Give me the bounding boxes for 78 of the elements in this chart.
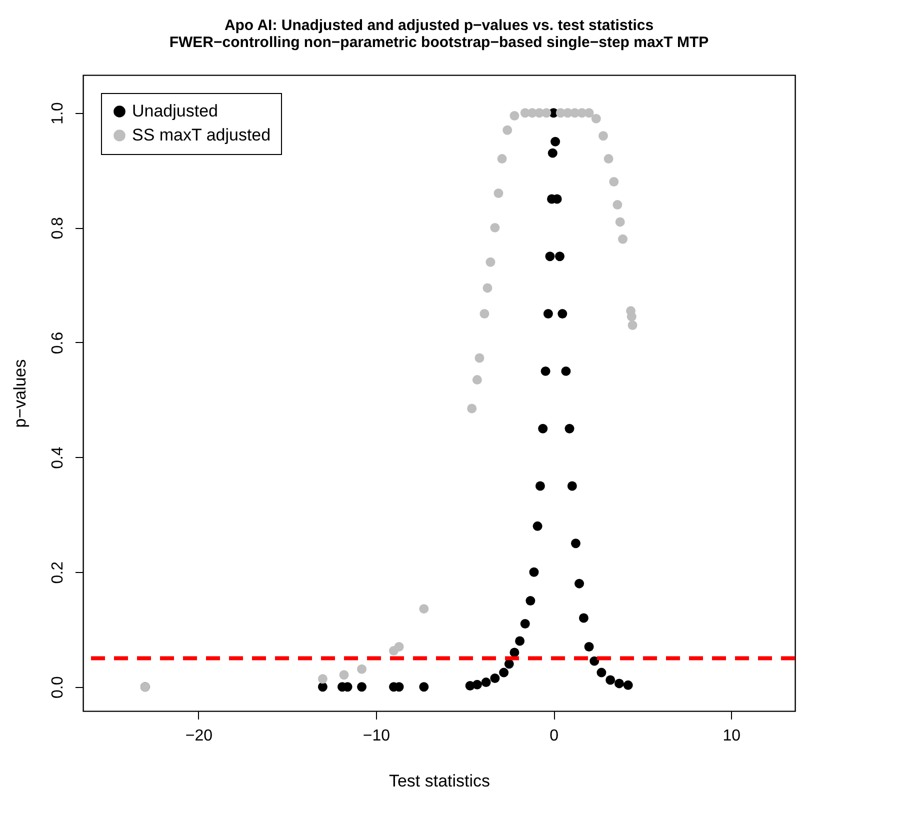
- point: [535, 481, 545, 491]
- y-tick-label: 0.2: [50, 561, 66, 584]
- point: [561, 366, 571, 376]
- point: [615, 217, 625, 227]
- point: [318, 682, 328, 692]
- point: [339, 670, 349, 680]
- point: [490, 222, 500, 232]
- y-tick-label: 0.6: [50, 332, 66, 354]
- point: [609, 177, 619, 186]
- point: [480, 309, 490, 319]
- point: [419, 604, 429, 614]
- point: [584, 642, 594, 652]
- point: [481, 678, 491, 688]
- point: [590, 656, 600, 666]
- point: [584, 108, 594, 118]
- point: [540, 366, 550, 376]
- point: [623, 680, 633, 690]
- point: [578, 613, 588, 623]
- point: [538, 424, 548, 434]
- legend-label: Unadjusted: [132, 102, 218, 120]
- point: [606, 675, 616, 685]
- point: [554, 252, 564, 262]
- point: [357, 664, 367, 674]
- point: [543, 309, 553, 319]
- x-tick-label: −20: [185, 728, 213, 744]
- point: [550, 136, 560, 146]
- point: [628, 320, 638, 330]
- chart-title: Apo AI: Unadjusted and adjusted p−values vs. test statistics: [224, 17, 654, 34]
- point: [570, 538, 580, 548]
- legend-label: SS maxT adjusted: [132, 126, 271, 144]
- x-tick-label: 10: [722, 728, 741, 744]
- point: [529, 567, 539, 577]
- point: [419, 682, 429, 692]
- y-tick-label: 0.0: [50, 676, 66, 699]
- chart-subtitle: FWER−controlling non−parametric bootstrap−based single−step maxT MTP: [169, 34, 709, 51]
- point: [558, 309, 568, 319]
- point: [567, 481, 577, 491]
- point: [490, 674, 500, 684]
- point: [472, 375, 482, 385]
- point: [542, 108, 552, 118]
- point: [318, 674, 328, 684]
- point: [574, 578, 584, 588]
- x-tick-label: 0: [550, 728, 559, 744]
- point: [612, 200, 622, 210]
- point: [482, 283, 492, 293]
- point: [394, 642, 404, 652]
- point: [504, 659, 514, 669]
- x-axis-title: Test statistics: [388, 772, 490, 790]
- point: [614, 678, 624, 688]
- y-axis-title: p−values: [10, 359, 30, 428]
- point: [474, 353, 484, 363]
- point: [591, 114, 601, 124]
- x-tick-label: −10: [362, 728, 390, 744]
- point: [626, 312, 636, 322]
- point: [497, 154, 507, 164]
- point: [545, 252, 555, 262]
- y-tick-label: 1.0: [50, 102, 66, 125]
- point: [494, 188, 504, 198]
- point: [357, 682, 367, 692]
- point: [564, 424, 574, 434]
- point: [499, 668, 509, 678]
- point: [486, 257, 496, 267]
- point: [520, 619, 530, 628]
- point: [467, 404, 477, 414]
- point: [515, 636, 525, 646]
- point: [618, 234, 628, 244]
- point: [472, 680, 482, 690]
- point: [526, 596, 536, 606]
- point: [532, 521, 542, 531]
- point: [596, 668, 606, 678]
- point: [598, 131, 608, 141]
- point: [604, 154, 614, 164]
- point: [502, 125, 512, 135]
- point: [548, 148, 558, 158]
- y-tick-label: 0.8: [50, 216, 66, 240]
- point: [510, 648, 520, 658]
- y-tick-label: 0.4: [50, 446, 66, 469]
- point: [510, 111, 520, 120]
